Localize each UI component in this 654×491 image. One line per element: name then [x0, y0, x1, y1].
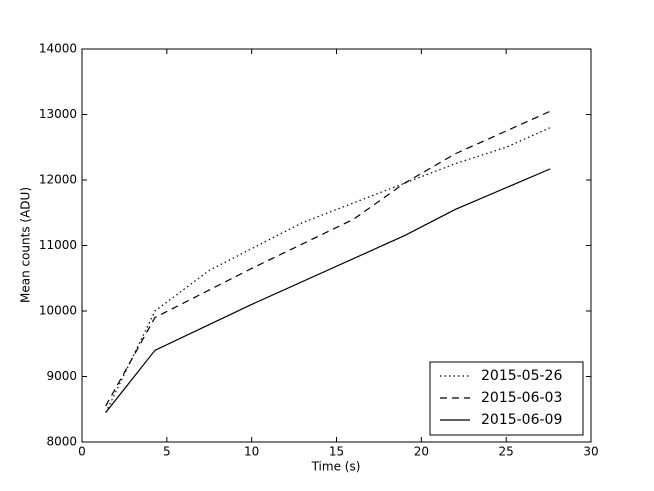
- y-tick-label: 13000: [39, 107, 77, 121]
- y-tick-label: 11000: [39, 238, 77, 252]
- legend-label: 2015-05-26: [481, 368, 562, 384]
- y-tick-label: 8000: [46, 435, 77, 449]
- x-tick-label: 15: [329, 445, 344, 459]
- x-tick-label: 20: [414, 445, 429, 459]
- x-tick-label: 0: [78, 445, 86, 459]
- x-tick-label: 10: [244, 445, 259, 459]
- y-axis-label: Mean counts (ADU): [19, 187, 33, 303]
- series-line: [105, 168, 551, 413]
- x-axis-label: Time (s): [311, 460, 361, 474]
- x-tick-label: 25: [499, 445, 514, 459]
- y-tick-label: 10000: [39, 304, 77, 318]
- x-tick-label: 5: [163, 445, 171, 459]
- series-line: [105, 110, 551, 407]
- x-tick-label: 30: [583, 445, 598, 459]
- legend-label: 2015-06-03: [481, 390, 562, 406]
- y-tick-label: 9000: [46, 369, 77, 383]
- y-tick-label: 14000: [39, 42, 77, 56]
- legend: 2015-05-26 2015-06-03 2015-06-09: [429, 361, 584, 436]
- legend-label: 2015-06-09: [481, 412, 562, 428]
- y-tick-label: 12000: [39, 173, 77, 187]
